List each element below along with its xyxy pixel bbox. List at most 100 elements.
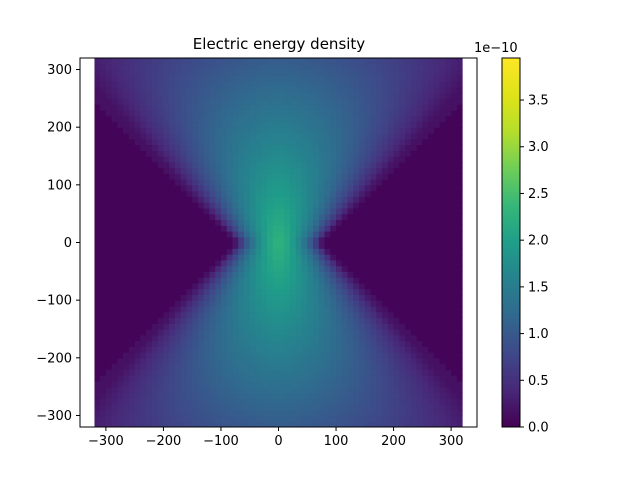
- heatmap-cell: [422, 357, 429, 365]
- heatmap-cell: [336, 386, 343, 394]
- heatmap-cell: [410, 288, 418, 295]
- heatmap-cell: [105, 409, 113, 417]
- heatmap-cell: [243, 156, 251, 163]
- heatmap-cell: [290, 259, 297, 267]
- heatmap-cell: [192, 104, 199, 111]
- heatmap-cell: [353, 69, 360, 76]
- heatmap-cell: [203, 357, 211, 365]
- heatmap-cell: [215, 277, 222, 284]
- heatmap-cell: [341, 190, 349, 197]
- heatmap-cell: [186, 363, 193, 370]
- heatmap-cell: [215, 248, 222, 255]
- heatmap-cell: [128, 81, 136, 88]
- heatmap-cell: [341, 375, 349, 382]
- heatmap-cell: [359, 334, 366, 342]
- heatmap-cell: [278, 305, 285, 313]
- heatmap-cell: [428, 115, 435, 123]
- heatmap-cell: [428, 98, 435, 105]
- heatmap-cell: [186, 69, 193, 76]
- heatmap-cell: [399, 421, 406, 427]
- heatmap-cell: [117, 98, 124, 105]
- heatmap-cell: [123, 421, 130, 427]
- heatmap-cell: [117, 392, 124, 399]
- heatmap-cell: [456, 98, 463, 105]
- heatmap-cell: [393, 150, 400, 157]
- heatmap-cell: [399, 104, 406, 111]
- heatmap-cell: [203, 58, 211, 65]
- heatmap-cell: [290, 398, 297, 405]
- heatmap-cell: [134, 167, 142, 174]
- heatmap-cell: [226, 230, 234, 238]
- heatmap-cell: [376, 340, 383, 347]
- heatmap-cell: [324, 409, 331, 417]
- heatmap-cell: [347, 132, 354, 140]
- heatmap-cell: [226, 421, 234, 427]
- heatmap-cell: [220, 317, 228, 324]
- heatmap-cell: [405, 248, 412, 255]
- heatmap-cell: [220, 254, 228, 261]
- heatmap-cell: [422, 288, 429, 295]
- heatmap-cell: [151, 132, 159, 140]
- heatmap-cell: [341, 109, 349, 117]
- heatmap-cell: [123, 369, 130, 376]
- heatmap-cell: [318, 369, 326, 376]
- heatmap-cell: [169, 265, 176, 272]
- heatmap-cell: [220, 207, 228, 215]
- heatmap-cell: [341, 357, 349, 365]
- heatmap-cell: [439, 380, 446, 388]
- heatmap-cell: [359, 259, 366, 267]
- heatmap-cell: [364, 415, 372, 422]
- heatmap-cell: [111, 311, 118, 319]
- heatmap-cell: [341, 81, 349, 88]
- heatmap-cell: [422, 115, 429, 123]
- heatmap-cell: [382, 127, 389, 134]
- heatmap-cell: [318, 271, 326, 278]
- heatmap-cell: [117, 282, 124, 290]
- heatmap-cell: [347, 86, 354, 94]
- heatmap-cell: [433, 86, 441, 94]
- heatmap-cell: [416, 334, 423, 342]
- heatmap-cell: [290, 156, 297, 163]
- heatmap-cell: [261, 352, 268, 359]
- heatmap-cell: [359, 138, 366, 146]
- x-tick-label: 0: [274, 434, 282, 449]
- heatmap-cell: [117, 409, 124, 417]
- heatmap-cell: [238, 277, 245, 284]
- heatmap-cell: [243, 219, 251, 226]
- heatmap-cell: [209, 144, 216, 151]
- heatmap-cell: [301, 121, 308, 128]
- heatmap-cell: [238, 225, 245, 232]
- heatmap-cell: [295, 127, 303, 134]
- heatmap-cell: [284, 81, 291, 88]
- heatmap-cell: [243, 150, 251, 157]
- heatmap-cell: [261, 415, 268, 422]
- heatmap-cell: [422, 144, 429, 151]
- heatmap-cell: [226, 352, 234, 359]
- heatmap-cell: [278, 173, 285, 180]
- heatmap-cell: [232, 127, 239, 134]
- heatmap-cell: [215, 213, 222, 221]
- heatmap-cell: [422, 363, 429, 370]
- heatmap-cell: [456, 265, 463, 272]
- heatmap-cell: [353, 340, 360, 347]
- heatmap-cell: [324, 403, 331, 411]
- heatmap-cell: [203, 259, 211, 267]
- heatmap-cell: [353, 219, 360, 226]
- heatmap-cell: [215, 380, 222, 388]
- heatmap-cell: [353, 75, 360, 82]
- heatmap-cell: [151, 294, 159, 301]
- heatmap-cell: [174, 380, 182, 388]
- heatmap-cell: [272, 369, 280, 376]
- heatmap-cell: [359, 242, 366, 249]
- heatmap-cell: [456, 421, 463, 427]
- heatmap-cell: [290, 225, 297, 232]
- heatmap-cell: [376, 282, 383, 290]
- heatmap-cell: [226, 121, 234, 128]
- heatmap-cell: [307, 363, 314, 370]
- heatmap-cell: [238, 282, 245, 290]
- heatmap-cell: [330, 300, 337, 307]
- heatmap-cell: [295, 305, 303, 313]
- heatmap-cell: [301, 288, 308, 295]
- heatmap-cell: [410, 144, 418, 151]
- heatmap-cell: [94, 184, 101, 192]
